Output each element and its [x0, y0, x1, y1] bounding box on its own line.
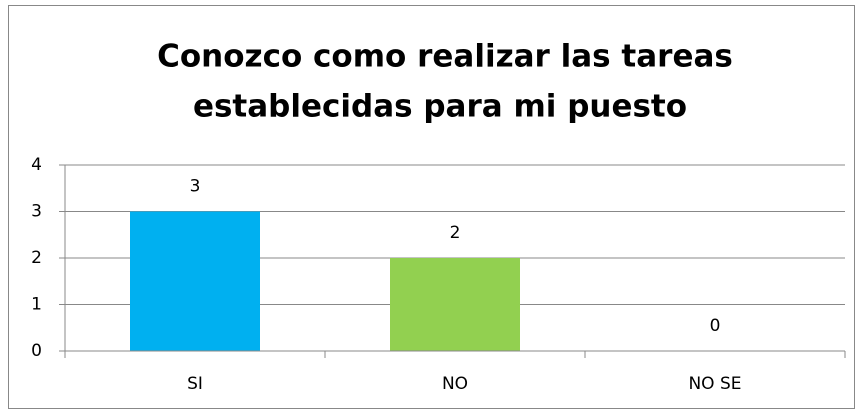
chart-title: establecidas para mi puesto: [193, 89, 687, 125]
y-tick-label: 1: [31, 295, 42, 315]
bar: [390, 258, 520, 351]
data-label: 3: [190, 177, 201, 197]
y-tick-label: 0: [31, 341, 42, 361]
y-tick-label: 2: [31, 248, 42, 268]
data-label: 0: [710, 316, 721, 336]
x-tick-label: NO: [442, 374, 468, 394]
bar: [130, 211, 260, 351]
x-tick-label: SI: [187, 374, 203, 394]
y-tick-label: 3: [31, 202, 42, 222]
x-tick-label: NO SE: [688, 374, 741, 394]
y-tick-label: 4: [31, 155, 42, 175]
chart-title: Conozco como realizar las tareas: [157, 39, 733, 75]
data-label: 2: [450, 223, 461, 243]
